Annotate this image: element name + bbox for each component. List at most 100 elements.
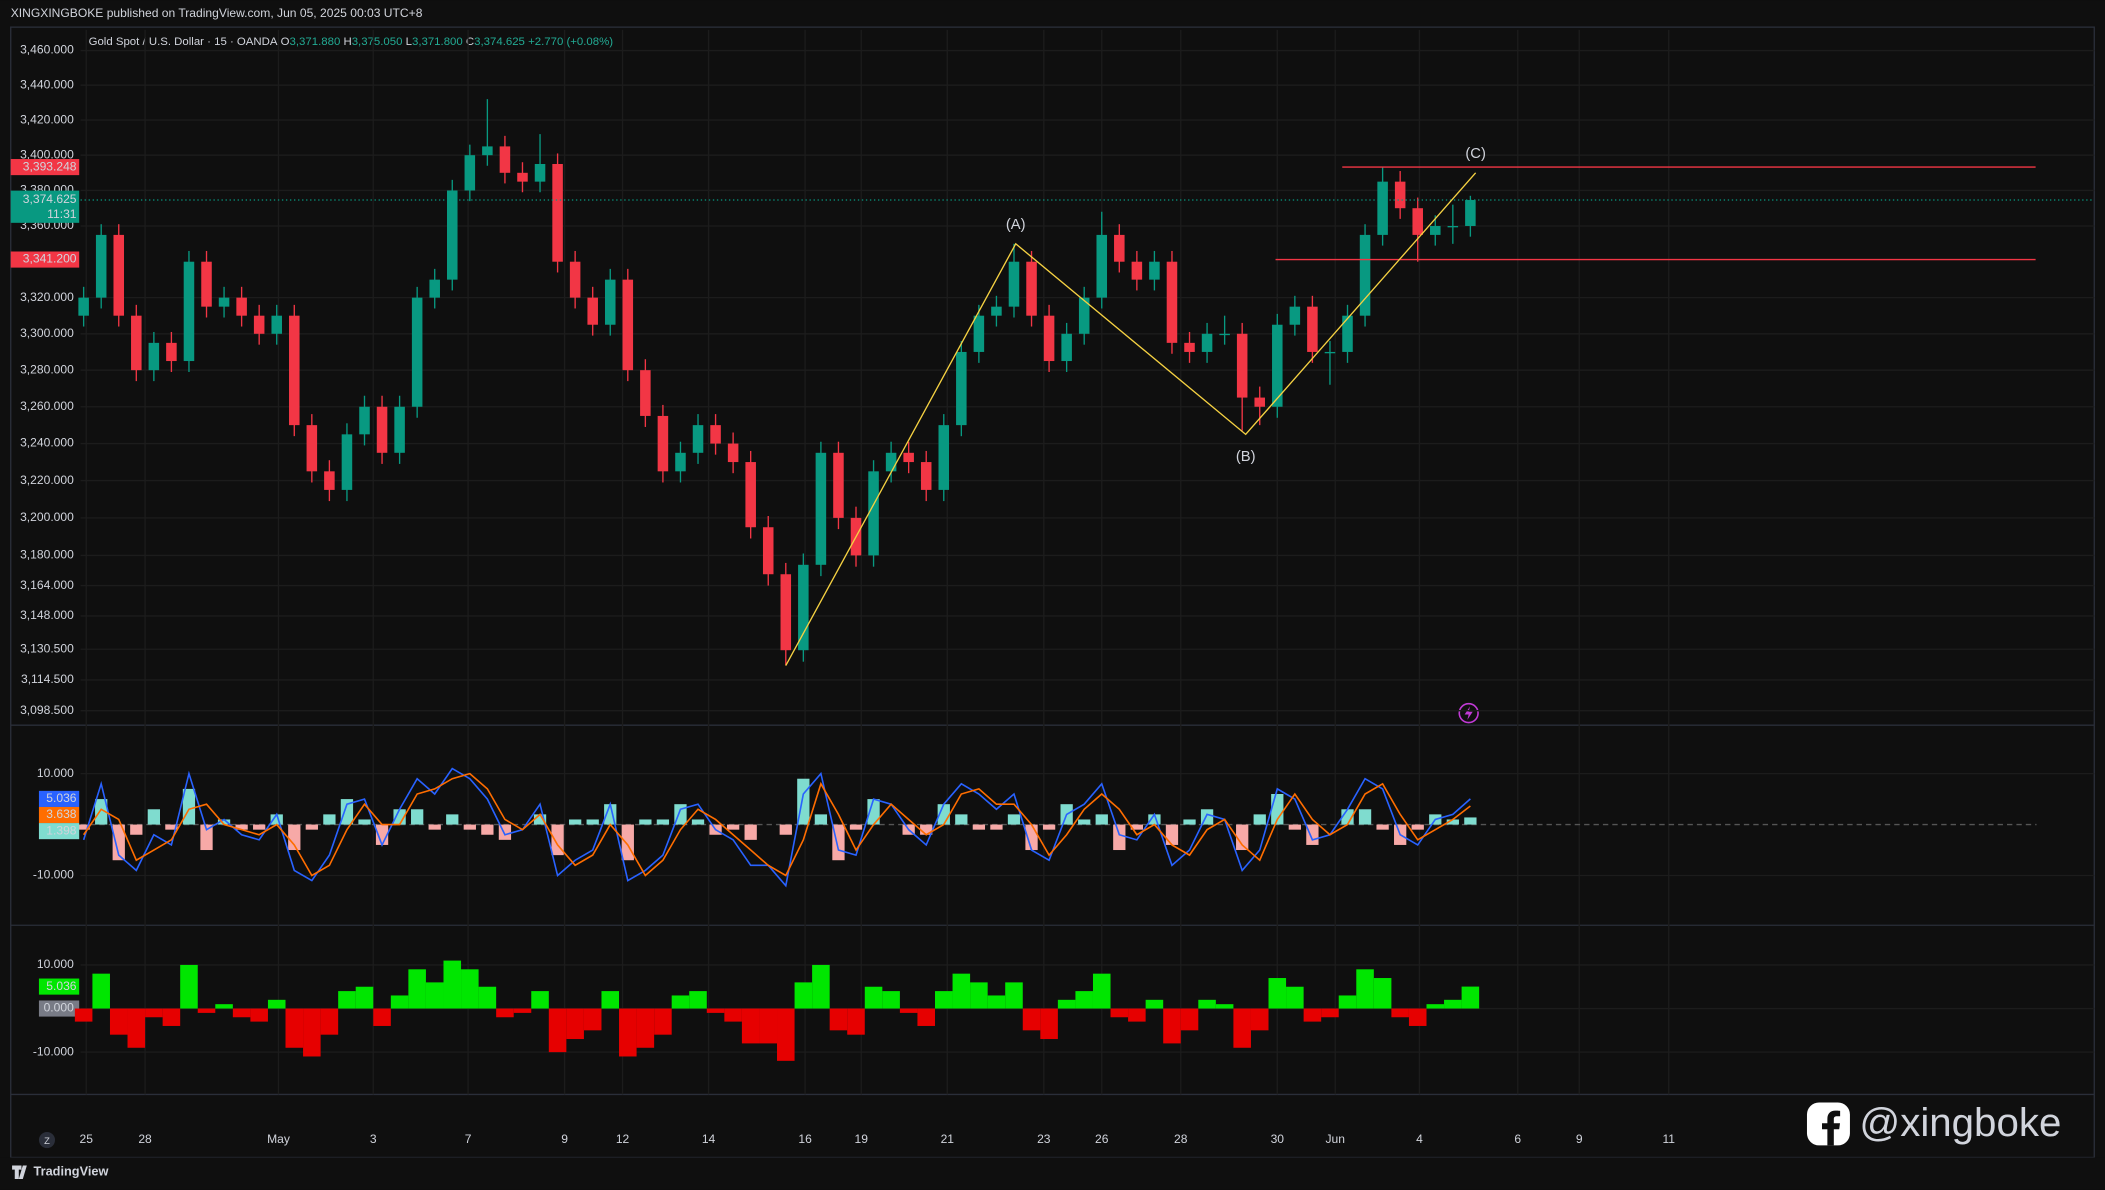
histogram-bar xyxy=(671,995,690,1009)
level-label-box xyxy=(10,159,80,176)
candle-body xyxy=(183,261,195,362)
candle-body xyxy=(587,297,598,325)
histogram-bar xyxy=(481,824,494,835)
x-tick-label: 14 xyxy=(702,1132,716,1146)
candle-body xyxy=(1342,315,1353,352)
candle-body xyxy=(1201,333,1213,352)
candle-body xyxy=(534,163,546,182)
histogram-bar xyxy=(654,1008,672,1035)
histogram-bar xyxy=(1165,824,1179,845)
axis-button[interactable] xyxy=(38,1131,56,1149)
x-tick-label: 25 xyxy=(80,1132,94,1146)
histogram-bar xyxy=(127,1008,146,1048)
legend-key: O xyxy=(281,36,290,48)
histogram-bar xyxy=(77,824,90,830)
wave-label: (C) xyxy=(1465,146,1485,162)
histogram-bar xyxy=(1022,1008,1041,1031)
histogram-bar xyxy=(724,1008,742,1022)
x-tick-label: 7 xyxy=(465,1132,472,1146)
candle-body xyxy=(1236,333,1248,398)
histogram-bar xyxy=(1426,1004,1445,1009)
candle-body xyxy=(1394,181,1406,209)
candle-body xyxy=(1289,306,1301,325)
candle-body xyxy=(271,315,282,334)
footer xyxy=(0,1157,2105,1190)
candle-body xyxy=(201,261,212,307)
histogram-bar xyxy=(1113,824,1126,851)
candle-body xyxy=(482,146,493,156)
histogram-bar xyxy=(320,1008,339,1035)
histogram-bar xyxy=(130,824,143,835)
x-tick-label: 28 xyxy=(138,1132,152,1146)
histogram-bar xyxy=(446,814,459,825)
wave-label: (A) xyxy=(1006,217,1026,233)
candle-body xyxy=(236,297,247,316)
y-tick-label: 3,460.000 xyxy=(20,43,74,57)
candle-body xyxy=(815,452,827,565)
histogram-bar xyxy=(1461,986,1480,1009)
legend-value: 3,375.050 xyxy=(352,36,403,48)
histogram-bar xyxy=(812,964,830,1009)
histogram-bar xyxy=(1095,814,1108,825)
histogram-bar xyxy=(74,1008,93,1022)
histogram-bar xyxy=(829,1008,848,1031)
histogram-bar xyxy=(586,819,599,825)
y-tick-label: 3,098.500 xyxy=(20,703,74,717)
histogram-bar xyxy=(235,824,248,830)
x-tick-label: 19 xyxy=(855,1132,869,1146)
level-label: 3,393.248 xyxy=(23,159,77,173)
histogram-bar xyxy=(267,999,286,1009)
histogram-bar xyxy=(1092,973,1111,1009)
legend-value: 3,374.625 xyxy=(474,36,525,48)
histogram-bar xyxy=(1356,969,1374,1009)
wave-line xyxy=(785,172,1477,666)
histogram-bar xyxy=(777,1008,795,1061)
histogram-bar xyxy=(1358,809,1372,825)
candle-body xyxy=(956,351,967,426)
candle-body xyxy=(868,471,879,556)
level-label: 3,341.200 xyxy=(23,252,77,266)
y-tick-label: 3,240.000 xyxy=(20,436,74,450)
histogram-bar xyxy=(849,824,863,830)
histogram-bar xyxy=(744,824,757,840)
candle-body xyxy=(727,443,739,463)
histogram-bar xyxy=(1321,1008,1339,1018)
header: XINGXINGBOKE published on TradingView.co… xyxy=(11,6,423,20)
candle-body xyxy=(148,342,160,371)
legend-value: 3,371.880 xyxy=(290,36,341,48)
histogram-bar xyxy=(253,824,266,830)
y-tick-label: 3,114.500 xyxy=(21,672,74,686)
histogram-bar xyxy=(1163,1008,1181,1044)
wave-label: (B) xyxy=(1236,449,1256,465)
histogram-bar xyxy=(1306,824,1319,845)
y-tick-label: -10.000 xyxy=(33,1044,74,1058)
candle-body xyxy=(306,425,318,472)
histogram-bar xyxy=(303,1008,321,1057)
candle-body xyxy=(218,297,230,307)
histogram-bar xyxy=(1376,824,1389,830)
histogram-bar xyxy=(531,991,549,1009)
histogram-bar xyxy=(1007,814,1021,825)
histogram-bar xyxy=(566,1008,584,1040)
candle-body xyxy=(376,406,388,453)
y-tick-label: 0.000 xyxy=(44,1001,75,1015)
alert-icon[interactable] xyxy=(1458,702,1479,724)
histogram-bar xyxy=(972,824,986,830)
y-tick-label: 3,200.000 xyxy=(20,510,74,524)
histogram-bar xyxy=(461,969,479,1009)
histogram-bar xyxy=(779,824,792,835)
histogram-bar xyxy=(215,1004,233,1009)
series-last-label: 5.036 xyxy=(46,791,77,805)
histogram-bar xyxy=(411,809,424,825)
histogram-bar xyxy=(338,991,356,1009)
candle-body xyxy=(341,434,353,490)
candle-body xyxy=(938,425,950,490)
histogram-bar xyxy=(621,824,634,861)
candle-body xyxy=(552,163,563,262)
histogram-bar xyxy=(601,991,620,1009)
histogram-bar xyxy=(1288,824,1301,830)
candle-body xyxy=(1272,324,1283,407)
legend-value: 3,371.800 xyxy=(412,36,463,48)
brand: TradingView xyxy=(34,1164,109,1179)
histogram-bar xyxy=(1286,986,1304,1009)
